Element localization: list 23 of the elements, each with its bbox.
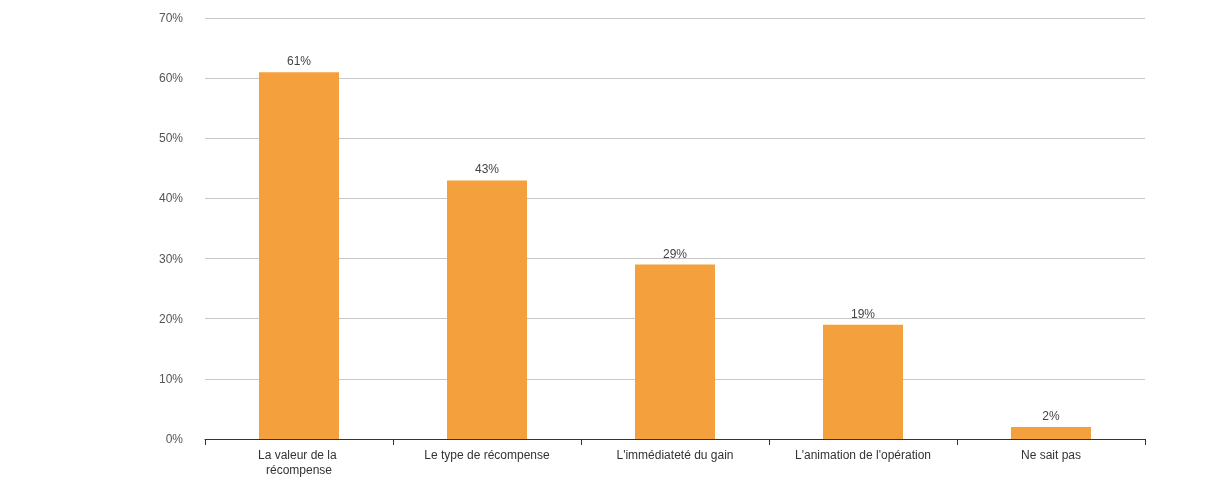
x-tick-label: L'animation de l'opération bbox=[794, 447, 932, 462]
bar bbox=[1011, 426, 1091, 439]
data-label: 61% bbox=[286, 54, 312, 69]
x-tick-label: L'immédiateté du gain bbox=[616, 447, 734, 462]
data-label: 2% bbox=[1042, 408, 1060, 423]
bar bbox=[447, 180, 527, 439]
y-tick-label: 40% bbox=[158, 191, 184, 206]
y-tick-label: 0% bbox=[165, 432, 184, 446]
y-tick-label: 60% bbox=[158, 71, 184, 86]
data-label: 43% bbox=[474, 162, 500, 177]
y-tick-label: 50% bbox=[158, 131, 184, 146]
data-label: 19% bbox=[850, 306, 876, 321]
y-tick-label: 10% bbox=[158, 371, 184, 386]
data-label: 29% bbox=[662, 246, 688, 261]
x-tick-label: Le type de récompense bbox=[424, 447, 551, 462]
bar bbox=[259, 72, 339, 439]
bar bbox=[823, 324, 903, 439]
y-tick-label: 70% bbox=[158, 11, 184, 25]
y-tick-label: 30% bbox=[158, 251, 184, 266]
x-tick-label: Ne sait pas bbox=[1020, 447, 1082, 462]
x-tick-label: La valeur de la récompense bbox=[257, 447, 341, 477]
y-tick-label: 20% bbox=[158, 311, 184, 326]
bar bbox=[635, 264, 715, 439]
